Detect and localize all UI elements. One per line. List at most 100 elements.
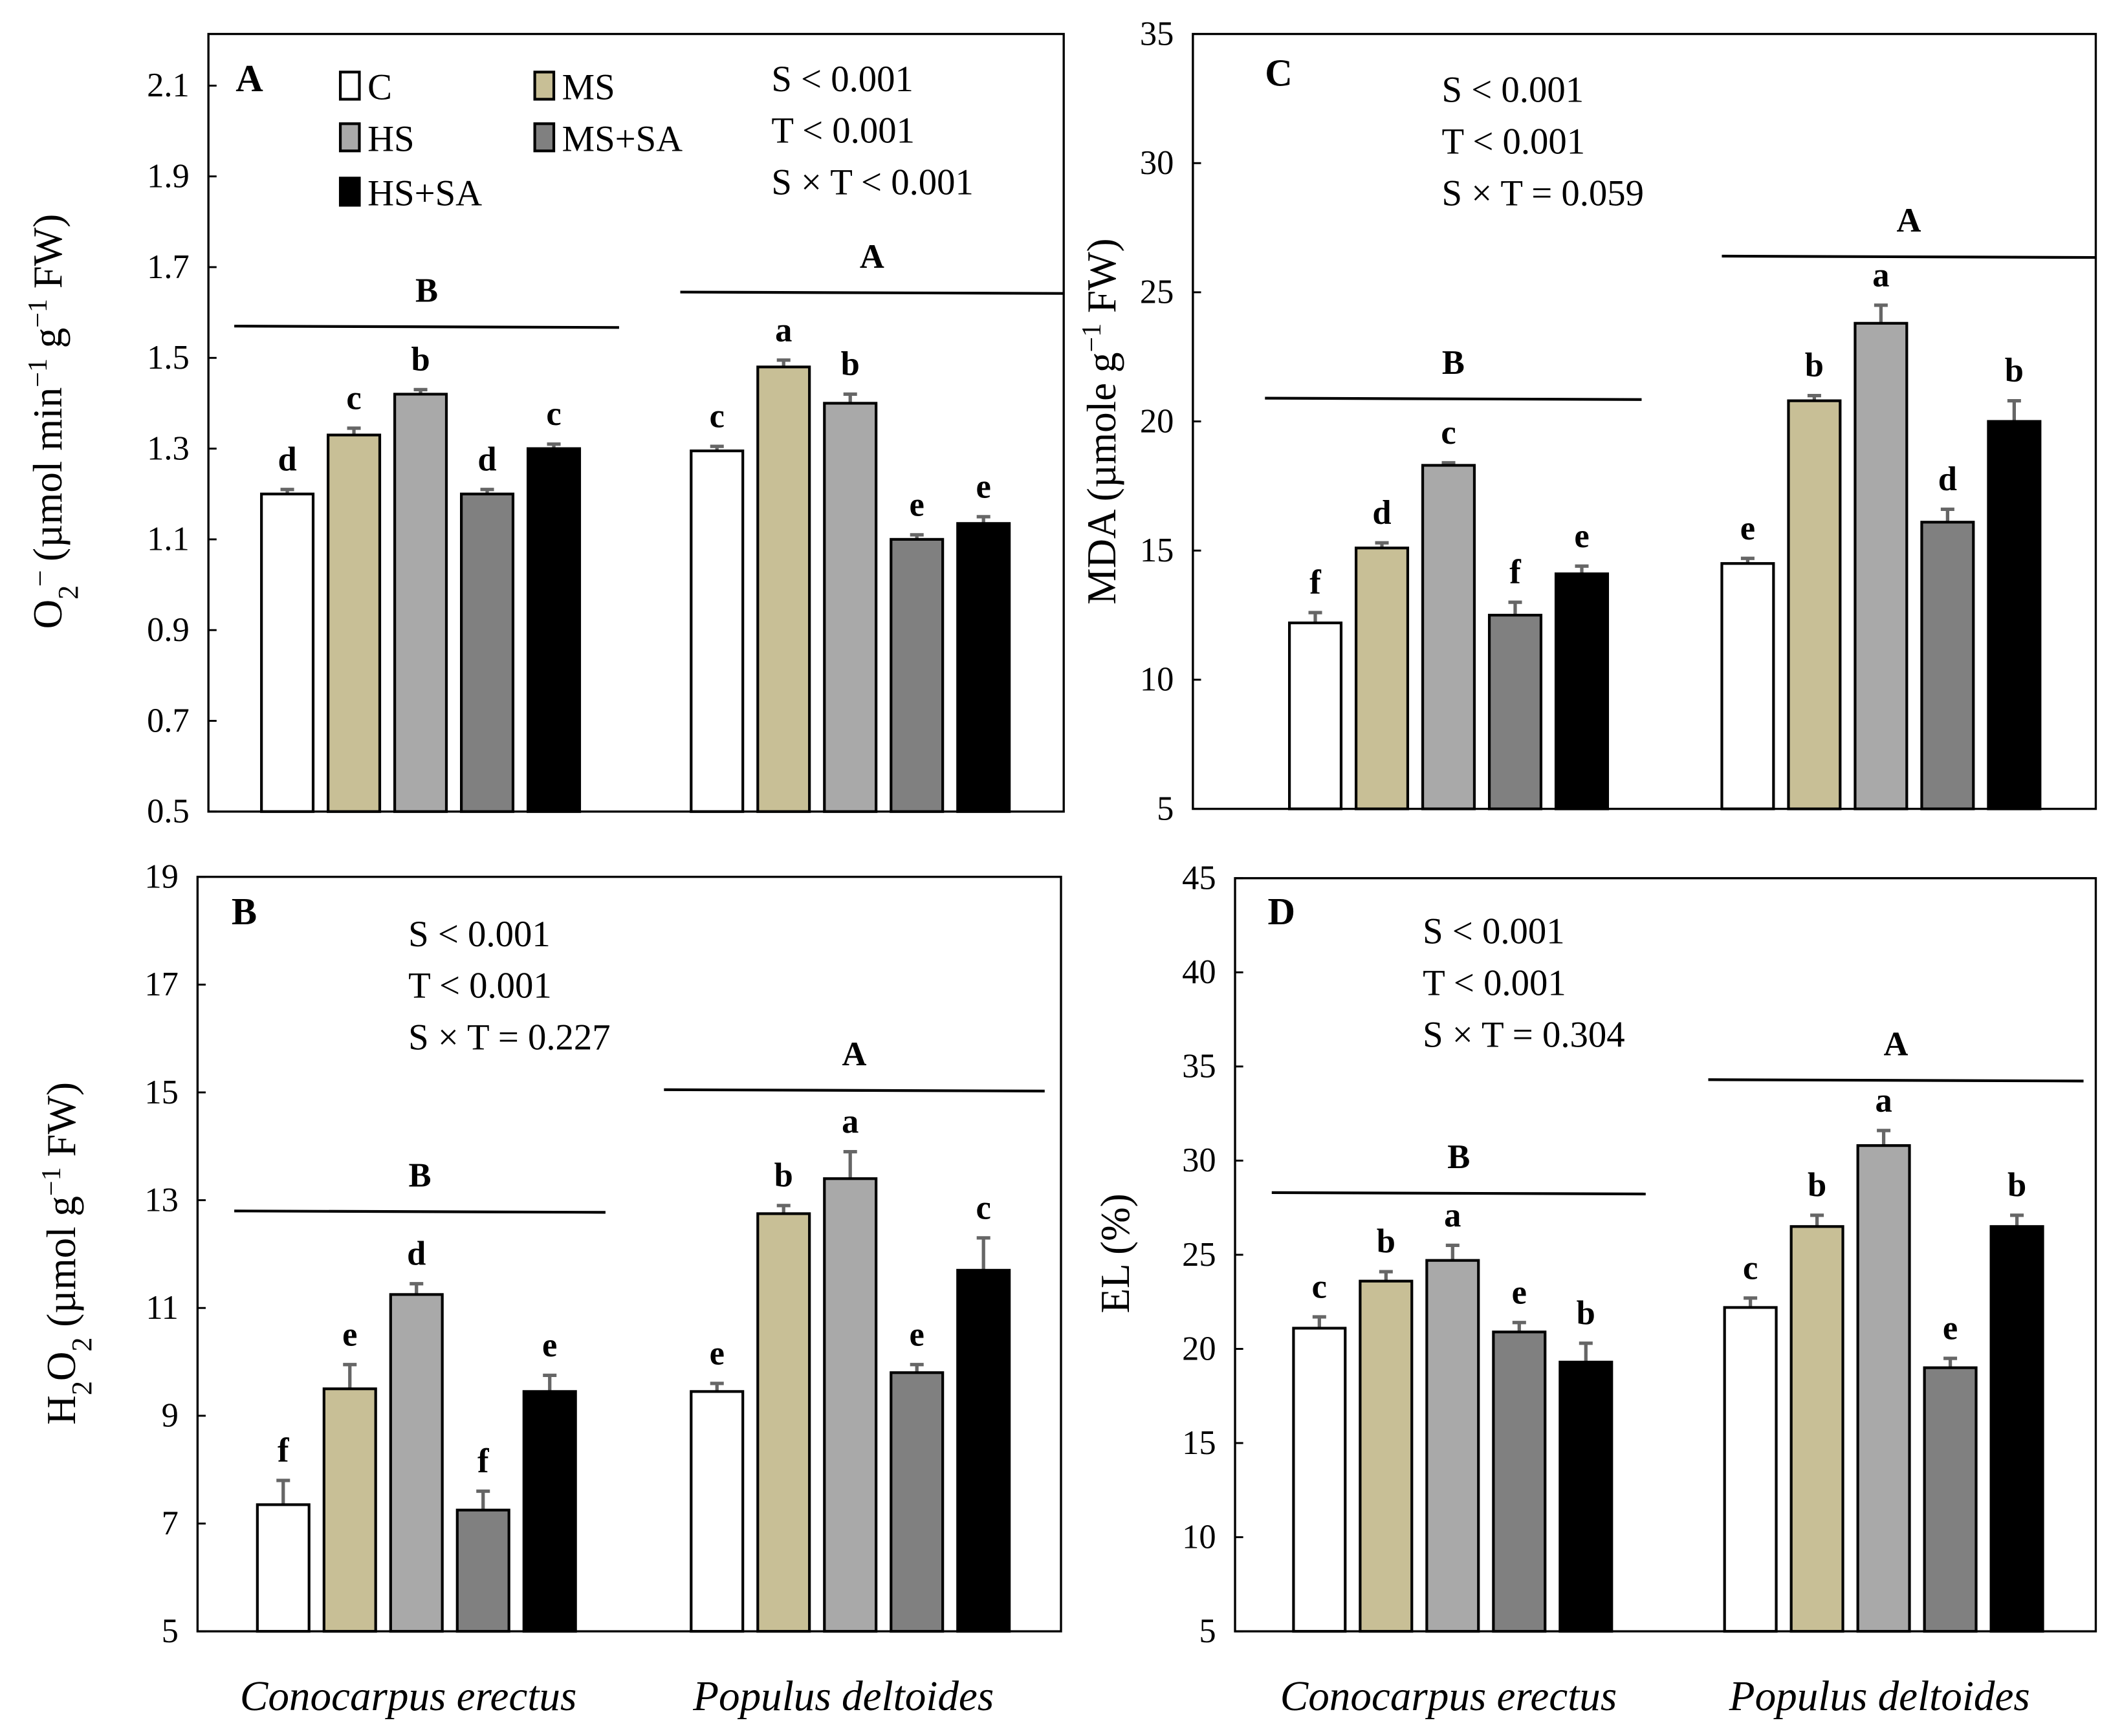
bar-c: [1723, 1306, 1778, 1633]
y-tick-label: 0.5: [147, 793, 190, 830]
y-axis-label-part: 2: [52, 585, 84, 600]
legend-item: C: [338, 67, 392, 107]
significance-letter: b: [411, 341, 430, 378]
significance-letter: d: [1372, 494, 1391, 532]
panel-letter: A: [235, 58, 263, 100]
panel-c: 5 10 15 20 25 30 35 MDA (µmole g−1 FW) C S < 0.00…: [1077, 15, 2097, 827]
bar-c: [256, 1503, 311, 1633]
y-tick-label: 10: [1140, 661, 1174, 699]
significance-letter: e: [910, 1316, 924, 1353]
y-tick-label: 40: [1182, 953, 1216, 991]
y-tick-label: 17: [144, 966, 179, 1003]
significance-letter: a: [1875, 1081, 1892, 1119]
significance-letter: b: [2007, 1166, 2026, 1204]
bar-ms: [1354, 547, 1410, 810]
legend-item: HS: [338, 118, 415, 159]
significance-letter: d: [477, 440, 496, 478]
stat-text: S × T = 0.304: [1423, 1014, 1625, 1055]
group-line: [680, 290, 1064, 295]
y-tick-label: 5: [1157, 790, 1174, 827]
legend-item: MS+SA: [533, 118, 683, 159]
y-tick-label: 1.1: [147, 521, 190, 558]
legend-swatch: [338, 71, 361, 101]
legend-swatch: [338, 122, 361, 153]
significance-letter: b: [841, 345, 860, 383]
legend-label: C: [367, 67, 392, 107]
group-letter: B: [1442, 344, 1465, 382]
group-line: [234, 1210, 606, 1214]
significance-letter: e: [976, 468, 991, 505]
x-category-label: Populus deltoides: [1729, 1673, 2030, 1720]
significance-letter: b: [774, 1156, 793, 1194]
significance-letter: c: [710, 398, 725, 435]
significance-letter: e: [1574, 517, 1589, 555]
y-tick-label: 30: [1140, 144, 1174, 182]
y-tick-label: 5: [162, 1612, 179, 1650]
stat-text: S < 0.001: [408, 914, 551, 955]
significance-letter: c: [1743, 1249, 1758, 1286]
y-axis-label-part: MDA (µmole g: [1079, 353, 1124, 605]
bar-ms-sa: [890, 537, 945, 813]
stat-text: S < 0.001: [1423, 911, 1565, 952]
significance-letter: f: [278, 1431, 289, 1469]
y-axis-label-part: −1: [1077, 323, 1107, 353]
significance-letter: c: [976, 1189, 991, 1226]
group-line: [1708, 1078, 2084, 1083]
bar-hs-sa: [522, 1390, 577, 1633]
y-axis-label-part: O: [39, 1352, 84, 1382]
stat-text: T < 0.001: [1442, 122, 1586, 162]
significance-letter: c: [346, 380, 361, 417]
panel-letter: C: [1265, 52, 1293, 94]
y-tick-label: 1.3: [147, 429, 190, 467]
y-tick-label: 9: [162, 1397, 179, 1435]
panel-d: 5 10 15 20 25 30 35 40 45 EL (%) D S < 0.001 T < 0.0…: [1093, 860, 2097, 1720]
bar-ms-sa: [890, 1371, 945, 1633]
significance-letter: e: [1943, 1310, 1958, 1347]
y-axis-label: O2– (µmol min−1 g−1 FW): [23, 214, 84, 629]
bar-hs-sa: [956, 1268, 1011, 1633]
group-letter: B: [408, 1156, 431, 1194]
group-line: [1265, 396, 1642, 401]
legend-label: HS: [367, 118, 415, 159]
y-tick-label: 25: [1182, 1236, 1216, 1274]
bar-hs-sa: [1559, 1360, 1613, 1633]
legend-label: MS: [562, 67, 615, 107]
significance-letter: a: [1872, 256, 1889, 294]
bar-hs: [389, 1293, 444, 1633]
legend-item: HS+SA: [338, 173, 482, 213]
y-tick-label: 1.5: [147, 339, 190, 376]
significance-letter: e: [710, 1334, 725, 1372]
bar-ms: [1787, 399, 1842, 810]
bar-hs: [823, 1177, 878, 1633]
y-tick-label: 1.9: [147, 158, 190, 195]
significance-letter: e: [342, 1316, 357, 1353]
y-tick-label: 15: [1182, 1424, 1216, 1462]
significance-letter: c: [1441, 414, 1456, 451]
bar-ms: [327, 433, 382, 813]
y-tick-label: 30: [1182, 1142, 1216, 1179]
y-axis-label-part: −1: [23, 358, 53, 387]
y-axis-label-part: −1: [37, 1167, 67, 1196]
stat-text: T < 0.001: [408, 966, 552, 1006]
y-axis-label-part: −1: [23, 299, 53, 328]
group-letter: B: [415, 272, 438, 309]
legend-swatch: [533, 71, 556, 101]
y-tick-label: 19: [144, 858, 179, 895]
y-axis-label-part: (µmol min: [25, 387, 71, 572]
y-tick-label: 0.9: [147, 611, 190, 649]
bar-ms-sa: [1923, 1366, 1978, 1633]
significance-letter: d: [1938, 461, 1957, 498]
legend-swatch: [338, 177, 361, 207]
significance-letter: a: [1444, 1197, 1461, 1234]
significance-letter: d: [278, 440, 296, 478]
y-axis-label-part: –: [23, 571, 53, 586]
y-tick-label: 7: [162, 1504, 179, 1542]
y-axis-label-part: (µmol g: [39, 1196, 84, 1337]
x-category-label: Populus deltoides: [692, 1673, 994, 1720]
significance-letter: b: [1808, 1166, 1826, 1204]
bar-hs: [1425, 1259, 1480, 1633]
y-axis-label: H2O2 (µmol g−1 FW): [37, 1082, 98, 1425]
bar-ms: [756, 365, 811, 813]
bar-ms-sa: [1487, 613, 1543, 810]
y-tick-label: 15: [144, 1074, 179, 1111]
